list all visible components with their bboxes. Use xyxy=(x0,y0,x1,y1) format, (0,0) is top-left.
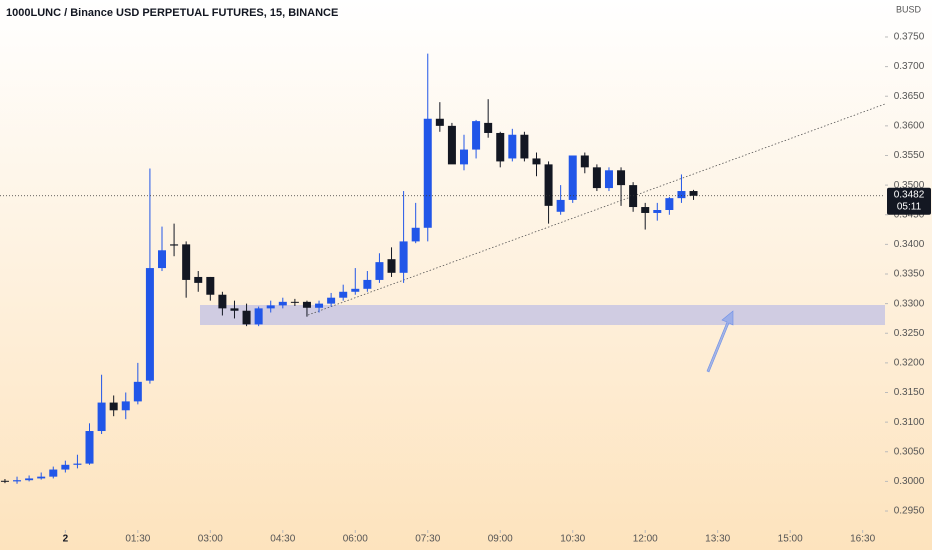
candle-body xyxy=(665,198,674,210)
candle-body xyxy=(315,303,324,308)
candle-body xyxy=(61,464,70,470)
x-tick-label: 09:00 xyxy=(488,534,513,545)
candle-body xyxy=(0,480,9,482)
candle-body xyxy=(351,288,360,292)
candle-body xyxy=(399,241,408,273)
candle-body xyxy=(266,305,275,309)
candle-body xyxy=(85,431,94,464)
y-tick-label: 0.3350 xyxy=(894,269,925,280)
candle-body xyxy=(460,149,469,165)
candle-body xyxy=(641,207,650,213)
candle-body xyxy=(182,244,191,280)
candle-body xyxy=(423,118,432,228)
candle-body xyxy=(157,250,166,269)
y-tick-label: 0.2950 xyxy=(894,506,925,517)
x-tick-label: 12:00 xyxy=(633,534,658,545)
candle-body xyxy=(170,244,179,246)
candle-body xyxy=(218,294,227,309)
candle-body xyxy=(617,170,626,186)
candle-body xyxy=(508,134,517,159)
countdown: 05:11 xyxy=(897,201,922,212)
plot: 0.2950 0.3000 0.3050 0.3100 0.3150 0.3200 0.32… xyxy=(0,32,931,545)
candle-body xyxy=(496,132,505,162)
candle-body xyxy=(242,310,251,325)
candle-body xyxy=(472,121,481,150)
y-tick-label: 0.3650 xyxy=(894,91,925,102)
candle-body xyxy=(653,210,662,213)
candle-body xyxy=(327,297,336,304)
candle-body xyxy=(484,122,493,133)
x-tick-label: 03:00 xyxy=(198,534,223,545)
x-tick-label: 15:00 xyxy=(778,534,803,545)
y-tick-label: 0.3450 xyxy=(894,209,925,220)
x-tick-label: 01:30 xyxy=(125,534,150,545)
trendline xyxy=(307,103,886,316)
candle-body xyxy=(435,118,444,126)
x-tick-label: 06:00 xyxy=(343,534,368,545)
candle-body xyxy=(206,276,215,295)
y-tick-label: 0.3250 xyxy=(894,328,925,339)
candle-body xyxy=(580,155,589,168)
y-tick-label: 0.3300 xyxy=(894,298,925,309)
x-tick-label: 04:30 xyxy=(270,534,295,545)
x-tick-label: 07:30 xyxy=(415,534,440,545)
y-tick-label: 0.3750 xyxy=(894,32,925,43)
candle-body xyxy=(520,134,529,159)
candle-body xyxy=(544,164,553,206)
axis-unit: BUSD xyxy=(896,4,922,14)
candle-body xyxy=(689,191,698,196)
y-tick-label: 0.3000 xyxy=(894,476,925,487)
candle-body xyxy=(339,291,348,298)
candle-body xyxy=(194,276,203,283)
y-tick-label: 0.3550 xyxy=(894,150,925,161)
x-tick-label: 10:30 xyxy=(560,534,585,545)
candle-body xyxy=(254,308,263,325)
y-tick-label: 0.3100 xyxy=(894,417,925,428)
last-price-box xyxy=(887,187,931,215)
candle-body xyxy=(121,401,130,411)
candle-body xyxy=(73,463,82,465)
last-price-label: 0.3482 xyxy=(894,189,925,200)
candle-body xyxy=(411,227,420,242)
y-tick-label: 0.3600 xyxy=(894,120,925,131)
candle-body xyxy=(387,259,396,273)
candle-body xyxy=(375,262,384,280)
y-tick-label: 0.3400 xyxy=(894,239,925,250)
candle-body xyxy=(145,268,154,381)
y-tick-label: 0.3700 xyxy=(894,61,925,72)
y-tick-label: 0.3200 xyxy=(894,358,925,369)
candle-body xyxy=(37,476,46,479)
candle-body xyxy=(290,301,299,303)
arrow xyxy=(706,310,734,373)
x-tick-label: 13:30 xyxy=(705,534,730,545)
candle-body xyxy=(568,155,577,200)
candle-body xyxy=(230,308,239,311)
candle-body xyxy=(109,402,118,411)
x-tick-label: 2 xyxy=(63,534,69,545)
y-tick-label: 0.3050 xyxy=(894,446,925,457)
candle-body xyxy=(13,480,22,482)
candle-body xyxy=(302,301,311,308)
candle-body xyxy=(278,301,287,306)
candle-body xyxy=(25,478,34,481)
chart-title: 1000LUNC / Binance USD PERPETUAL FUTURES… xyxy=(6,7,338,19)
candle-body xyxy=(133,381,142,402)
support-zone xyxy=(200,305,885,325)
candle-body xyxy=(677,191,686,199)
candle-body xyxy=(363,279,372,289)
candle-body xyxy=(532,158,541,165)
y-tick-label: 0.3150 xyxy=(894,387,925,398)
candle-body xyxy=(592,167,601,189)
x-tick-label: 16:30 xyxy=(850,534,875,545)
candle-body xyxy=(604,170,613,189)
candle-body xyxy=(556,199,565,212)
candle-body xyxy=(49,469,58,477)
candle-body xyxy=(447,125,456,165)
y-tick-label: 0.3500 xyxy=(894,180,925,191)
candle-body xyxy=(97,402,106,432)
